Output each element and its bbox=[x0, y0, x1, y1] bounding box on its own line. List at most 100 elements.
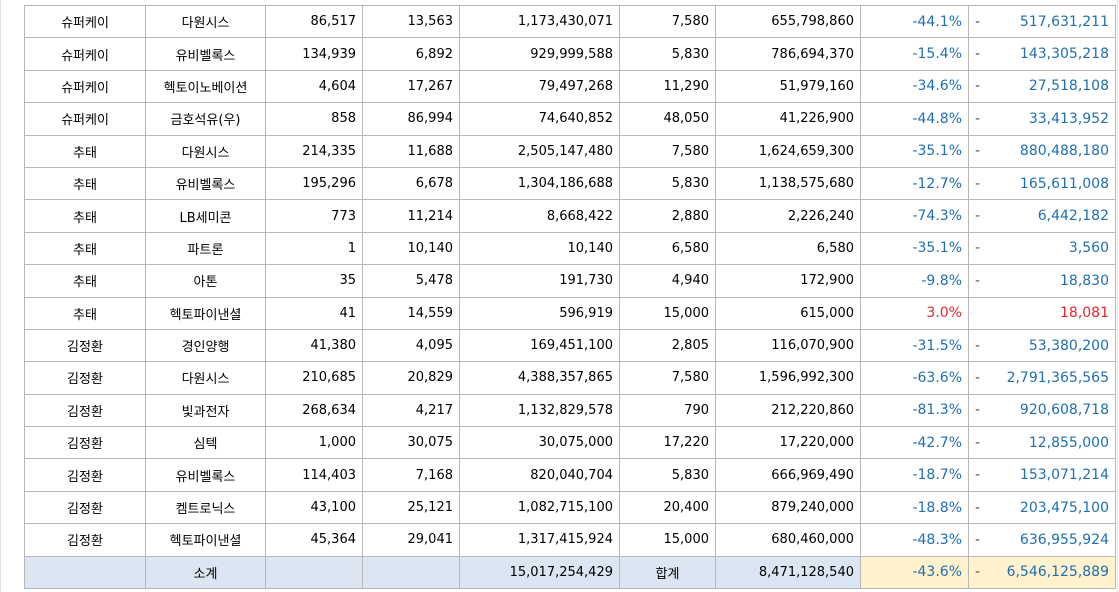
owner-cell[interactable]: 추태 bbox=[24, 166, 146, 201]
rate-cell[interactable]: -18.7% bbox=[860, 458, 969, 492]
gain-cell[interactable]: - 880,488,180 bbox=[968, 134, 1116, 168]
rate-cell[interactable]: -35.1% bbox=[860, 231, 969, 266]
company-cell[interactable]: 빛과전자 bbox=[145, 393, 266, 428]
current-price-cell[interactable]: 17,220 bbox=[619, 426, 716, 460]
company-cell[interactable]: LB세미콘 bbox=[145, 199, 266, 233]
shares-cell[interactable]: 773 bbox=[265, 199, 363, 233]
shares-cell[interactable]: 86,517 bbox=[265, 4, 363, 39]
cell[interactable] bbox=[362, 555, 460, 590]
purchase-cell[interactable]: 596,919 bbox=[459, 296, 620, 330]
purchase-cell[interactable]: 929,999,588 bbox=[459, 37, 620, 71]
avg-price-cell[interactable]: 5,478 bbox=[362, 264, 460, 298]
total-valuation-cell[interactable]: 8,471,128,540 bbox=[715, 555, 861, 590]
company-cell[interactable]: 유비벨록스 bbox=[145, 458, 266, 492]
gain-cell[interactable]: - 53,380,200 bbox=[968, 328, 1116, 363]
company-cell[interactable]: 헥토파이낸셜 bbox=[145, 523, 266, 557]
total-purchase-cell[interactable]: 15,017,254,429 bbox=[459, 555, 620, 590]
purchase-cell[interactable]: 1,173,430,071 bbox=[459, 4, 620, 39]
gain-cell[interactable]: - 517,631,211 bbox=[968, 4, 1116, 39]
shares-cell[interactable]: 41,380 bbox=[265, 328, 363, 363]
shares-cell[interactable]: 1 bbox=[265, 231, 363, 266]
valuation-cell[interactable]: 172,900 bbox=[715, 264, 861, 298]
company-cell[interactable]: 경인양행 bbox=[145, 328, 266, 363]
purchase-cell[interactable]: 10,140 bbox=[459, 231, 620, 266]
purchase-cell[interactable]: 1,317,415,924 bbox=[459, 523, 620, 557]
current-price-cell[interactable]: 7,580 bbox=[619, 4, 716, 39]
company-cell[interactable]: 유비벨록스 bbox=[145, 37, 266, 71]
shares-cell[interactable]: 858 bbox=[265, 102, 363, 136]
shares-cell[interactable]: 268,634 bbox=[265, 393, 363, 428]
avg-price-cell[interactable]: 7,168 bbox=[362, 458, 460, 492]
purchase-cell[interactable]: 4,388,357,865 bbox=[459, 361, 620, 395]
owner-cell[interactable]: 김정환 bbox=[24, 361, 146, 395]
rate-cell[interactable]: -18.8% bbox=[860, 490, 969, 525]
valuation-cell[interactable]: 1,138,575,680 bbox=[715, 166, 861, 201]
owner-cell[interactable]: 김정환 bbox=[24, 393, 146, 428]
company-cell[interactable]: 켐트로닉스 bbox=[145, 490, 266, 525]
rate-cell[interactable]: -44.1% bbox=[860, 4, 969, 39]
current-price-cell[interactable]: 15,000 bbox=[619, 296, 716, 330]
current-price-cell[interactable]: 4,940 bbox=[619, 264, 716, 298]
valuation-cell[interactable]: 615,000 bbox=[715, 296, 861, 330]
owner-cell[interactable]: 김정환 bbox=[24, 523, 146, 557]
owner-cell[interactable]: 추태 bbox=[24, 296, 146, 330]
gain-cell[interactable]: - 33,413,952 bbox=[968, 102, 1116, 136]
company-cell[interactable]: 아톤 bbox=[145, 264, 266, 298]
owner-cell[interactable]: 추태 bbox=[24, 134, 146, 168]
owner-cell[interactable]: 김정환 bbox=[24, 426, 146, 460]
current-price-cell[interactable]: 15,000 bbox=[619, 523, 716, 557]
rate-cell[interactable]: -74.3% bbox=[860, 199, 969, 233]
valuation-cell[interactable]: 2,226,240 bbox=[715, 199, 861, 233]
valuation-cell[interactable]: 666,969,490 bbox=[715, 458, 861, 492]
shares-cell[interactable]: 195,296 bbox=[265, 166, 363, 201]
current-price-cell[interactable]: 5,830 bbox=[619, 458, 716, 492]
shares-cell[interactable]: 1,000 bbox=[265, 426, 363, 460]
current-price-cell[interactable]: 48,050 bbox=[619, 102, 716, 136]
purchase-cell[interactable]: 79,497,268 bbox=[459, 69, 620, 104]
rate-cell[interactable]: -42.7% bbox=[860, 426, 969, 460]
rate-cell[interactable]: -9.8% bbox=[860, 264, 969, 298]
gain-cell[interactable]: - 27,518,108 bbox=[968, 69, 1116, 104]
valuation-cell[interactable]: 786,694,370 bbox=[715, 37, 861, 71]
current-price-cell[interactable]: 790 bbox=[619, 393, 716, 428]
owner-cell[interactable]: 추태 bbox=[24, 264, 146, 298]
owner-cell[interactable]: 슈퍼케이 bbox=[24, 4, 146, 39]
owner-cell[interactable]: 추태 bbox=[24, 231, 146, 266]
total-rate-cell[interactable]: -43.6% bbox=[860, 555, 969, 590]
valuation-cell[interactable]: 1,596,992,300 bbox=[715, 361, 861, 395]
valuation-cell[interactable]: 680,460,000 bbox=[715, 523, 861, 557]
current-price-cell[interactable]: 2,880 bbox=[619, 199, 716, 233]
shares-cell[interactable]: 114,403 bbox=[265, 458, 363, 492]
cell[interactable] bbox=[265, 555, 363, 590]
owner-cell[interactable]: 김정환 bbox=[24, 328, 146, 363]
purchase-cell[interactable]: 191,730 bbox=[459, 264, 620, 298]
gain-cell[interactable]: - 203,475,100 bbox=[968, 490, 1116, 525]
avg-price-cell[interactable]: 4,217 bbox=[362, 393, 460, 428]
company-cell[interactable]: 유비벨록스 bbox=[145, 166, 266, 201]
shares-cell[interactable]: 214,335 bbox=[265, 134, 363, 168]
company-cell[interactable]: 다원시스 bbox=[145, 4, 266, 39]
avg-price-cell[interactable]: 25,121 bbox=[362, 490, 460, 525]
rate-cell[interactable]: -15.4% bbox=[860, 37, 969, 71]
gain-cell[interactable]: - 920,608,718 bbox=[968, 393, 1116, 428]
valuation-cell[interactable]: 212,220,860 bbox=[715, 393, 861, 428]
valuation-cell[interactable]: 6,580 bbox=[715, 231, 861, 266]
rate-cell[interactable]: -44.8% bbox=[860, 102, 969, 136]
current-price-cell[interactable]: 2,805 bbox=[619, 328, 716, 363]
owner-cell[interactable]: 김정환 bbox=[24, 490, 146, 525]
avg-price-cell[interactable]: 30,075 bbox=[362, 426, 460, 460]
shares-cell[interactable]: 134,939 bbox=[265, 37, 363, 71]
purchase-cell[interactable]: 1,304,186,688 bbox=[459, 166, 620, 201]
current-price-cell[interactable]: 5,830 bbox=[619, 37, 716, 71]
purchase-cell[interactable]: 820,040,704 bbox=[459, 458, 620, 492]
shares-cell[interactable]: 4,604 bbox=[265, 69, 363, 104]
rate-cell[interactable]: -48.3% bbox=[860, 523, 969, 557]
avg-price-cell[interactable]: 11,214 bbox=[362, 199, 460, 233]
shares-cell[interactable]: 41 bbox=[265, 296, 363, 330]
valuation-cell[interactable]: 116,070,900 bbox=[715, 328, 861, 363]
rate-cell[interactable]: -35.1% bbox=[860, 134, 969, 168]
avg-price-cell[interactable]: 17,267 bbox=[362, 69, 460, 104]
shares-cell[interactable]: 35 bbox=[265, 264, 363, 298]
current-price-cell[interactable]: 7,580 bbox=[619, 134, 716, 168]
rate-cell[interactable]: -31.5% bbox=[860, 328, 969, 363]
